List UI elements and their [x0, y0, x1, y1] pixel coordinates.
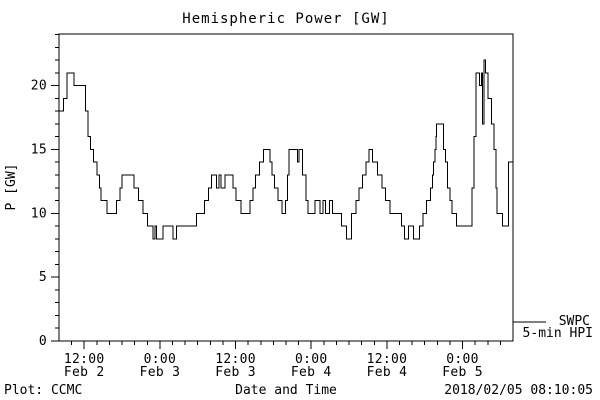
y-tick-label: 5: [39, 270, 47, 285]
y-tick-label: 0: [39, 334, 47, 349]
x-tick-time-label: 0:00: [144, 352, 177, 367]
x-tick-date-label: Feb 5: [442, 365, 483, 380]
x-tick-time-label: 12:00: [215, 352, 256, 367]
x-tick-date-label: Feb 3: [140, 365, 181, 380]
x-tick-date-label: Feb 4: [291, 365, 332, 380]
x-tick-time-label: 12:00: [64, 352, 105, 367]
y-tick-label: 15: [31, 142, 47, 157]
x-tick-date-label: Feb 3: [215, 365, 256, 380]
plot-source-label: Plot: CCMC: [4, 383, 83, 398]
x-tick-date-label: Feb 2: [64, 365, 105, 380]
legend-series-name: SWPC: [558, 314, 590, 329]
plot-timestamp: 2018/02/05 08:10:05: [444, 383, 593, 398]
plot-border: [58, 33, 514, 342]
x-tick-date-label: Feb 4: [367, 365, 408, 380]
x-tick-time-label: 12:00: [367, 352, 408, 367]
x-tick-time-label: 0:00: [446, 352, 479, 367]
chart-title: Hemispheric Power [GW]: [182, 11, 390, 27]
legend-series-sublabel: 5-min HPI: [522, 326, 593, 341]
x-axis-title: Date and Time: [235, 383, 337, 398]
x-tick-time-label: 0:00: [295, 352, 328, 367]
y-tick-label: 10: [31, 206, 47, 221]
y-tick-label: 20: [31, 79, 47, 94]
data-series-path: [59, 59, 513, 240]
